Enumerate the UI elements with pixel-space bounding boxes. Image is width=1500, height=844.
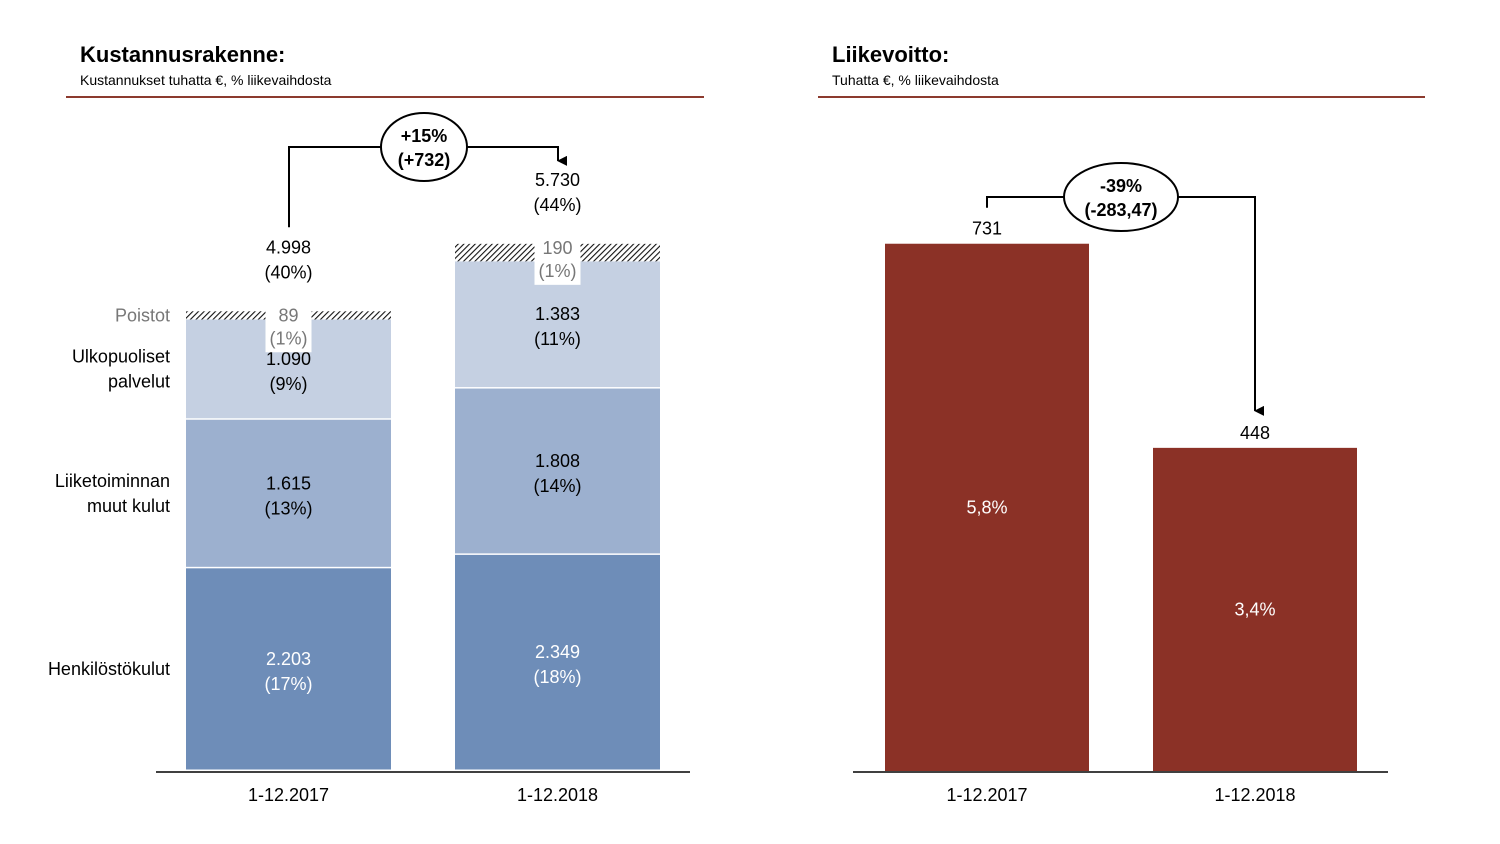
bar-segment [455,554,660,770]
bar-pct-label: 5,8% [966,497,1007,517]
right-chart-subtitle: Tuhatta €, % liikevaihdosta [832,72,999,88]
bar-value-label: 731 [972,219,1002,239]
x-tick-label: 1-12.2017 [248,785,329,805]
right-chart-title: Liikevoitto: [832,42,950,67]
bar-segment [186,419,391,567]
bar-segment [186,568,391,770]
right-title-divider [818,96,1425,98]
segment-value-label: 1.615 [266,473,311,493]
profit-bar [1153,447,1357,771]
segment-value-label: 1.090 [266,349,311,369]
segment-value-label: 190 [542,238,572,258]
change-pct-label: -39% [1100,176,1142,196]
change-abs-label: (-283,47) [1084,200,1157,220]
operating-profit-chart: 731 5,8% 1-12.2017 448 3,4% 1-12.2018 -39% (-28… [853,162,1388,805]
change-bubble [380,112,468,182]
category-label: Ulkopuoliset [72,346,170,366]
category-label: Liiketoiminnan [55,471,170,491]
segment-value-label: 1.383 [535,304,580,324]
left-chart-title: Kustannusrakenne: [80,42,286,67]
category-label: Poistot [115,305,170,325]
bar-pct-label: 3,4% [1234,599,1275,619]
category-label: Henkilöstökulut [48,659,170,679]
segment-label-background [265,304,312,353]
category-label: palvelut [108,371,170,391]
segment-pct-label: (13%) [264,498,312,518]
segment-value-label: 2.349 [535,642,580,662]
bar-value-label: 448 [1240,423,1270,443]
segment-value-label: 1.808 [535,451,580,471]
bar-segment [455,388,660,554]
cost-structure-chart: 2.203 (17%) Henkilöstökulut 1.615 (13%) Liike… [48,112,690,805]
left-title-divider [66,96,704,98]
total-value-label: 5.730 [535,170,580,190]
segment-value-label: 2.203 [266,649,311,669]
segment-pct-label: (17%) [264,674,312,694]
segment-pct-label: (1%) [538,261,576,281]
change-abs-label: (+732) [398,150,451,170]
total-pct-label: (44%) [533,195,581,215]
segment-pct-label: (11%) [534,329,581,349]
segment-pct-label: (1%) [269,328,307,348]
segment-pct-label: (14%) [533,476,581,496]
profit-bar [885,243,1089,771]
segment-label-background [534,236,581,285]
total-value-label: 4.998 [266,237,311,257]
category-label: muut kulut [87,496,170,516]
left-chart-subtitle: Kustannukset tuhatta €, % liikevaihdosta [80,72,332,88]
segment-value-label: 89 [278,305,298,325]
change-bubble [1063,162,1179,232]
total-pct-label: (40%) [264,262,312,282]
segment-pct-label: (18%) [533,667,581,687]
x-tick-label: 1-12.2018 [1214,785,1295,805]
segment-pct-label: (9%) [269,374,307,394]
x-tick-label: 1-12.2017 [946,785,1027,805]
change-pct-label: +15% [401,126,448,146]
x-tick-label: 1-12.2018 [517,785,598,805]
